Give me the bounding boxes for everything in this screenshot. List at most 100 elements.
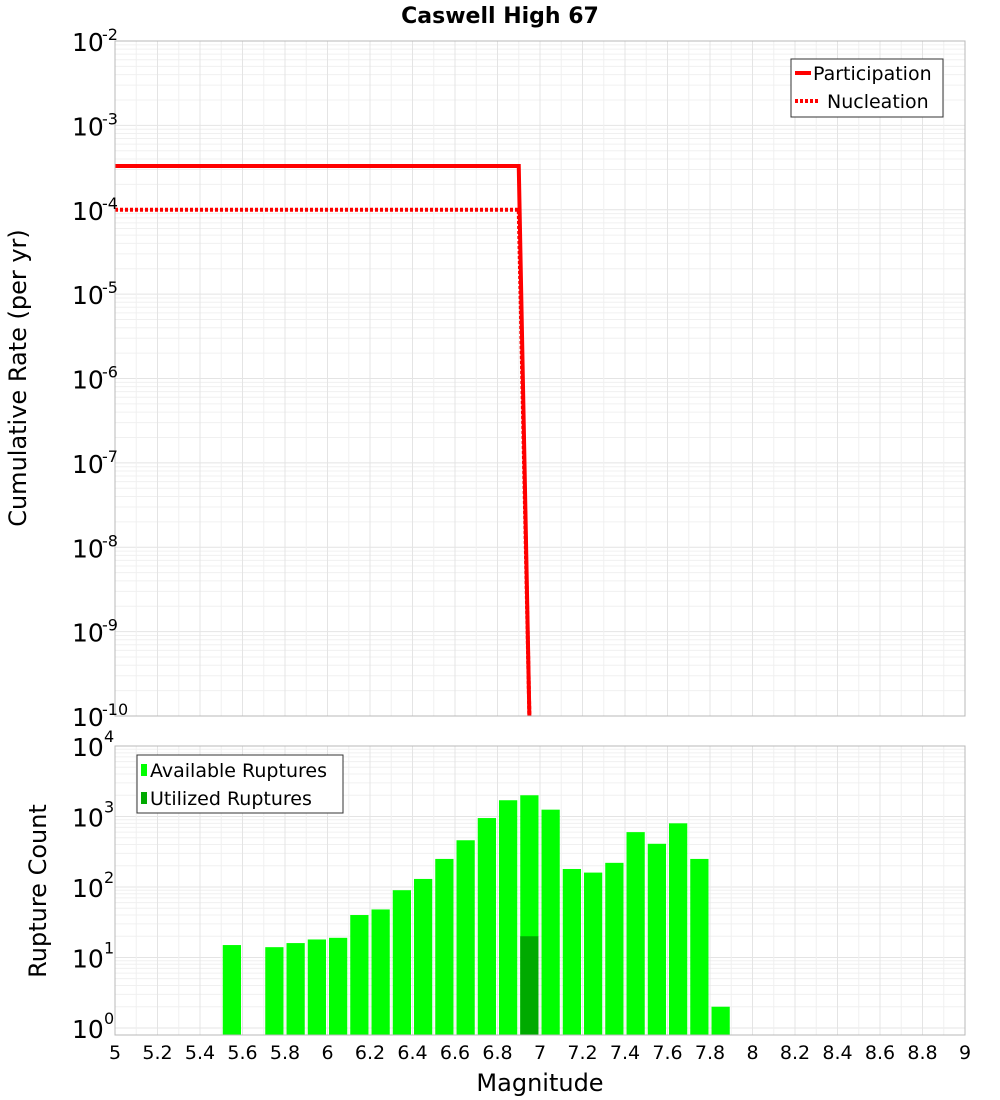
magnitude-x-axis-label: Magnitude bbox=[476, 1069, 603, 1097]
x-tick-label: 6.6 bbox=[440, 1042, 470, 1064]
x-tick-label: 6.4 bbox=[397, 1042, 427, 1064]
available-rupture-bar bbox=[222, 945, 241, 1035]
available-rupture-bar bbox=[371, 909, 390, 1035]
y-tick-exponent: 0 bbox=[104, 1009, 114, 1028]
y-tick-label: 10 bbox=[72, 366, 104, 395]
y-tick-label: 10 bbox=[72, 733, 104, 762]
available-rupture-bar bbox=[392, 890, 411, 1035]
available-rupture-bar bbox=[286, 943, 305, 1035]
x-tick-label: 5.2 bbox=[142, 1042, 172, 1064]
y-tick-exponent: 3 bbox=[104, 797, 114, 816]
participation-line bbox=[115, 164, 532, 717]
rate-plot-legend: Participation Nucleation bbox=[790, 58, 944, 118]
rupture-count-y-axis-label: Rupture Count bbox=[24, 804, 52, 978]
available-rupture-bar bbox=[669, 823, 688, 1035]
y-tick-exponent: 4 bbox=[104, 727, 114, 746]
available-rupture-bar bbox=[456, 840, 475, 1035]
y-tick-label: 10 bbox=[72, 619, 104, 648]
legend-participation-label: Participation bbox=[813, 63, 932, 85]
rate-plot-y-ticks: 10-210-310-410-510-610-710-810-910-10 bbox=[72, 25, 128, 732]
legend-available-swatch bbox=[141, 764, 147, 776]
legend-available-label: Available Ruptures bbox=[150, 760, 327, 782]
available-rupture-bar bbox=[414, 878, 433, 1035]
x-tick-label: 8 bbox=[746, 1042, 758, 1064]
available-rupture-bar bbox=[265, 947, 284, 1035]
x-tick-label: 8.8 bbox=[907, 1042, 937, 1064]
y-tick-label: 10 bbox=[72, 874, 104, 903]
nucleation-line bbox=[115, 207, 532, 717]
legend-utilized-label: Utilized Ruptures bbox=[150, 788, 312, 810]
available-rupture-bar bbox=[541, 809, 560, 1035]
y-tick-exponent: -5 bbox=[102, 278, 118, 297]
rupture-count-bars bbox=[222, 795, 730, 1035]
rate-plot-legend-box bbox=[790, 58, 944, 118]
rupture-count-grid bbox=[114, 745, 966, 1035]
y-tick-exponent: -3 bbox=[102, 109, 118, 128]
legend-nucleation-label: Nucleation bbox=[827, 91, 929, 113]
x-tick-label: 7.6 bbox=[652, 1042, 682, 1064]
rate-plot-series bbox=[115, 164, 532, 717]
rupture-count-legend-box bbox=[136, 754, 344, 814]
chart-title: Caswell High 67 bbox=[401, 4, 599, 29]
y-tick-label: 10 bbox=[72, 803, 104, 832]
available-rupture-bar bbox=[690, 858, 709, 1035]
utilized-rupture-bar bbox=[520, 936, 539, 1035]
y-tick-label: 10 bbox=[72, 944, 104, 973]
y-tick-exponent: -8 bbox=[102, 531, 118, 550]
y-tick-exponent: -9 bbox=[102, 616, 118, 635]
rate-plot-panel: 10-210-310-410-510-610-710-810-910-10 Cu… bbox=[4, 25, 966, 732]
available-rupture-bar bbox=[711, 1006, 730, 1035]
available-rupture-bar bbox=[562, 868, 581, 1035]
x-tick-label: 8.6 bbox=[865, 1042, 895, 1064]
x-tick-label: 5.6 bbox=[227, 1042, 257, 1064]
available-rupture-bar bbox=[477, 818, 496, 1035]
y-tick-exponent: -2 bbox=[102, 25, 118, 44]
y-tick-exponent: 1 bbox=[104, 938, 114, 957]
y-tick-label: 10 bbox=[72, 28, 104, 57]
available-rupture-bar bbox=[350, 915, 369, 1035]
x-tick-label: 7.4 bbox=[610, 1042, 640, 1064]
y-tick-exponent: 2 bbox=[104, 868, 114, 887]
available-rupture-bar bbox=[435, 858, 454, 1035]
x-tick-label: 8.2 bbox=[780, 1042, 810, 1064]
available-rupture-bar bbox=[605, 862, 624, 1035]
x-tick-label: 5 bbox=[109, 1042, 121, 1064]
rate-plot-grid bbox=[114, 40, 966, 717]
y-tick-exponent: -6 bbox=[102, 363, 118, 382]
rupture-count-frame bbox=[114, 745, 966, 1036]
x-tick-label: 6 bbox=[321, 1042, 333, 1064]
x-tick-label: 6.2 bbox=[355, 1042, 385, 1064]
x-tick-label: 7 bbox=[534, 1042, 546, 1064]
y-tick-label: 10 bbox=[72, 703, 104, 732]
available-rupture-bar bbox=[647, 843, 666, 1035]
x-tick-label: 7.2 bbox=[567, 1042, 597, 1064]
available-rupture-bar bbox=[584, 872, 603, 1035]
x-tick-label: 5.4 bbox=[185, 1042, 215, 1064]
rate-plot-y-axis-label: Cumulative Rate (per yr) bbox=[4, 229, 32, 527]
rupture-count-legend: Available Ruptures Utilized Ruptures bbox=[136, 754, 344, 814]
y-tick-label: 10 bbox=[72, 112, 104, 141]
y-tick-label: 10 bbox=[72, 197, 104, 226]
y-tick-label: 10 bbox=[72, 450, 104, 479]
y-tick-exponent: -4 bbox=[102, 194, 118, 213]
y-tick-label: 10 bbox=[72, 281, 104, 310]
rate-plot-frame bbox=[114, 40, 966, 717]
y-tick-exponent: -7 bbox=[102, 447, 118, 466]
legend-utilized-swatch bbox=[141, 792, 147, 804]
available-rupture-bar bbox=[626, 832, 645, 1035]
x-tick-label: 9 bbox=[959, 1042, 971, 1064]
magnitude-x-ticks: 5 5.2 5.4 5.6 5.8 6 6.2 6.4 6.6 6.8 7 7.2 7.4 7.6 7.8 8… bbox=[109, 1042, 971, 1064]
available-rupture-bar bbox=[329, 937, 348, 1035]
y-tick-label: 10 bbox=[72, 534, 104, 563]
available-rupture-bar bbox=[499, 800, 518, 1035]
x-tick-label: 8.4 bbox=[822, 1042, 852, 1064]
y-tick-exponent: -10 bbox=[102, 700, 128, 719]
x-tick-label: 5.8 bbox=[270, 1042, 300, 1064]
y-tick-label: 10 bbox=[72, 1015, 104, 1044]
x-tick-label: 6.8 bbox=[482, 1042, 512, 1064]
available-rupture-bar bbox=[307, 939, 326, 1035]
x-tick-label: 7.8 bbox=[695, 1042, 725, 1064]
